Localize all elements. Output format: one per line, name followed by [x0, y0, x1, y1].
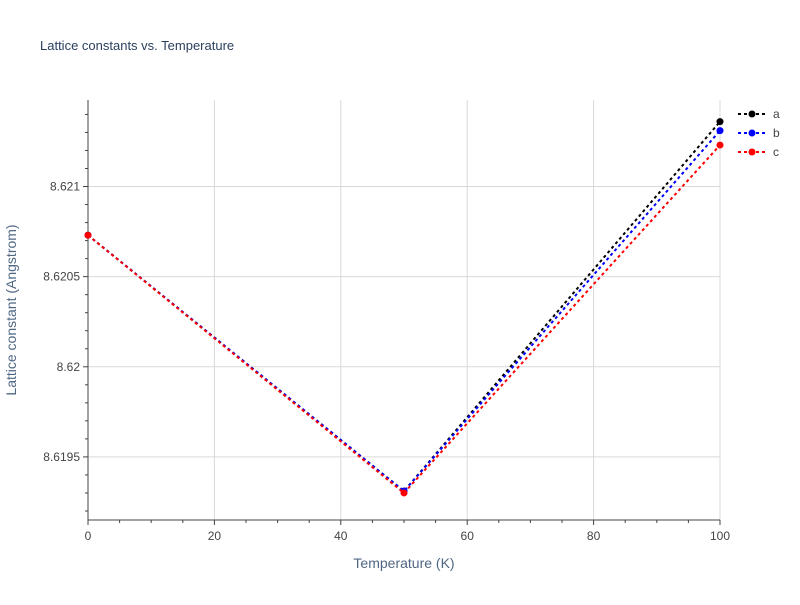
grid-lines: [88, 100, 721, 520]
data-point-c: [84, 231, 92, 239]
x-axis-ticks: 0 20 40 60 80 100: [85, 520, 730, 543]
legend-label: c: [773, 145, 779, 159]
legend-marker: [748, 110, 756, 118]
legend-marker: [748, 129, 756, 137]
x-tick-label: 60: [461, 529, 475, 543]
legend[interactable]: abc: [738, 107, 780, 159]
x-tick-label: 20: [208, 529, 222, 543]
x-tick-label: 80: [587, 529, 601, 543]
x-tick-label: 0: [85, 529, 92, 543]
x-tick-label: 100: [710, 529, 730, 543]
data-point-b: [716, 127, 724, 135]
y-tick-label: 8.62: [57, 360, 81, 374]
x-tick-label: 40: [334, 529, 348, 543]
legend-item-a[interactable]: a: [738, 107, 780, 121]
legend-label: a: [773, 107, 780, 121]
y-tick-label: 8.6205: [43, 270, 80, 284]
series-line-b: [87, 129, 721, 493]
legend-item-b[interactable]: b: [738, 126, 780, 140]
y-axis-ticks: 8.6195 8.62 8.6205 8.621: [43, 113, 88, 512]
legend-item-c[interactable]: c: [738, 145, 779, 159]
data-point-c: [716, 141, 724, 149]
y-axis-title: Lattice constant (Angstrom): [3, 224, 19, 395]
x-axis-title: Temperature (K): [353, 555, 454, 571]
series-line-a: [87, 120, 721, 493]
legend-marker: [748, 148, 756, 156]
data-point-c: [400, 489, 408, 497]
series-group: [84, 118, 724, 497]
data-point-a: [716, 118, 724, 126]
y-tick-label: 8.621: [50, 180, 80, 194]
legend-label: b: [773, 126, 780, 140]
y-tick-label: 8.6195: [43, 450, 80, 464]
series-line-c: [87, 144, 721, 495]
chart-title: Lattice constants vs. Temperature: [40, 38, 234, 53]
